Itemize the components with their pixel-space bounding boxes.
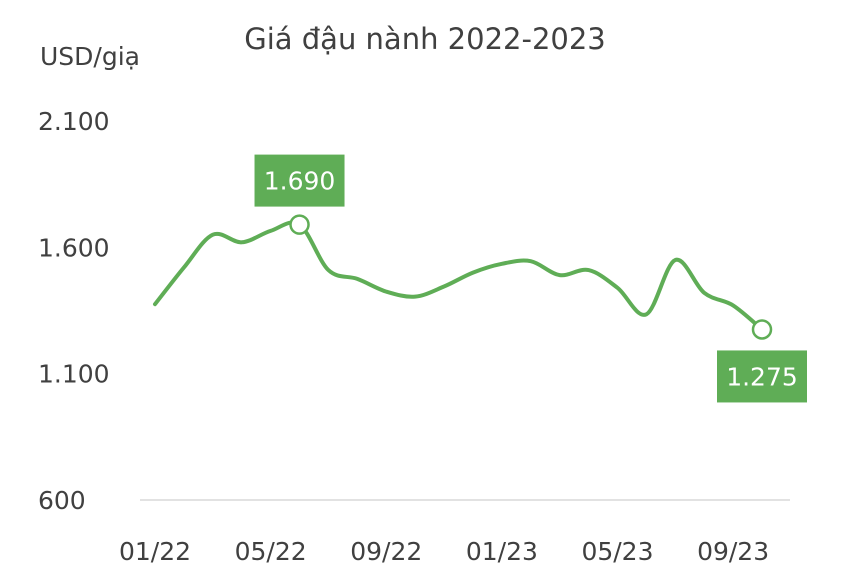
- data-label: 1.690: [264, 167, 336, 196]
- x-tick-label: 09/23: [697, 537, 769, 566]
- y-tick-label: 1.100: [38, 360, 110, 389]
- x-tick-label: 01/22: [119, 537, 191, 566]
- data-point-marker: [289, 214, 310, 235]
- chart-title: Giá đậu nành 2022-2023: [244, 22, 606, 56]
- data-label: 1.275: [726, 362, 798, 391]
- y-axis-unit-label: USD/giạ: [40, 42, 140, 71]
- y-tick-label: 600: [38, 486, 86, 515]
- data-label-box: [254, 154, 345, 207]
- data-point-marker: [751, 319, 773, 340]
- series-line: [153, 220, 764, 332]
- y-tick-label: 1.600: [38, 233, 110, 262]
- x-tick-label: 05/22: [235, 537, 307, 566]
- x-tick-label: 01/23: [466, 537, 538, 566]
- x-tick-label: 05/23: [581, 537, 653, 566]
- y-tick-label: 2.100: [38, 107, 110, 136]
- x-tick-label: 09/22: [350, 537, 422, 566]
- data-label-box: [717, 350, 807, 403]
